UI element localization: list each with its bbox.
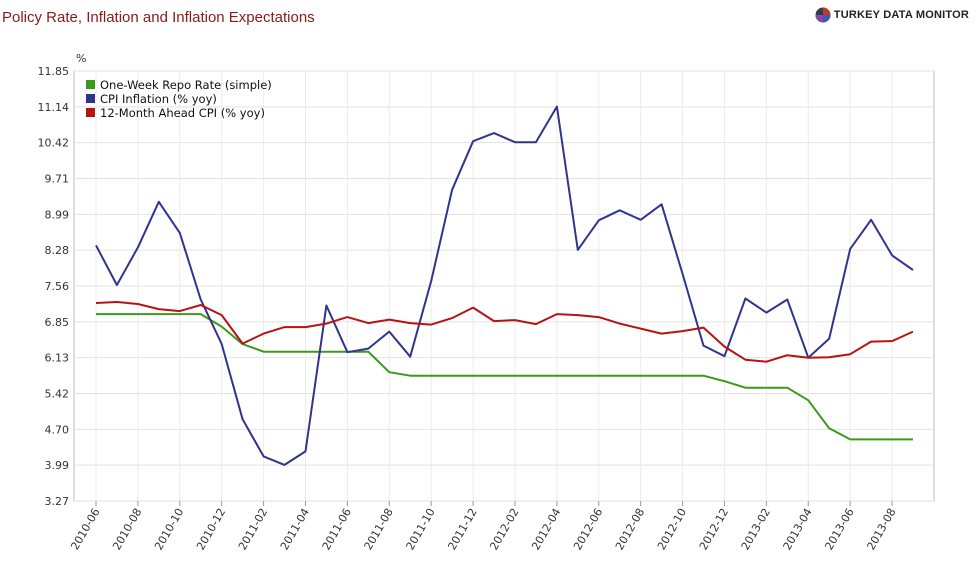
y-tick-label: 5.42 [45, 388, 70, 401]
x-tick-label: 2013-02 [739, 506, 773, 552]
x-tick-label: 2012-06 [571, 506, 605, 552]
y-tick-label: 3.27 [45, 495, 70, 508]
x-tick-label: 2011-02 [236, 506, 270, 552]
x-tick-label: 2013-08 [864, 506, 898, 552]
y-tick-label: 4.70 [45, 423, 70, 436]
series-line-3[interactable] [95, 301, 914, 363]
legend-swatch [86, 94, 95, 103]
y-tick-label: 11.85 [38, 65, 70, 78]
x-tick-label: 2012-10 [655, 506, 689, 552]
pie-logo-icon [815, 7, 831, 23]
legend-label: 12-Month Ahead CPI (% yoy) [100, 106, 265, 120]
chart-series [95, 105, 914, 466]
y-tick-label: 11.14 [38, 101, 70, 114]
legend-swatch [86, 80, 95, 89]
chart-grid [73, 70, 935, 502]
legend-label: CPI Inflation (% yoy) [100, 92, 217, 106]
y-tick-label: 8.99 [45, 208, 70, 221]
x-tick-label: 2012-12 [697, 506, 731, 552]
x-tick-label: 2012-08 [613, 506, 647, 552]
x-tick-label: 2011-08 [362, 506, 396, 552]
x-tick-label: 2012-02 [487, 506, 521, 552]
x-tick-label: 2011-04 [278, 506, 312, 552]
y-tick-label: 10.42 [38, 137, 70, 150]
brand-logo[interactable]: TURKEY DATA MONITOR [815, 6, 969, 24]
x-tick-label: 2010-06 [68, 506, 102, 552]
x-tick-label: 2011-12 [445, 506, 479, 552]
y-tick-label: 8.28 [45, 244, 70, 257]
y-axis-unit: % [76, 52, 86, 65]
x-tick-label: 2011-10 [404, 506, 438, 552]
x-tick-label: 2013-04 [781, 506, 815, 552]
x-tick-label: 2010-08 [110, 506, 144, 552]
series-line-1[interactable] [96, 313, 913, 441]
legend-swatch [86, 108, 95, 117]
x-tick-label: 2011-06 [320, 506, 354, 552]
chart-title: Policy Rate, Inflation and Inflation Exp… [2, 9, 315, 26]
chart-legend: One-Week Repo Rate (simple)CPI Inflation… [86, 78, 272, 120]
y-axis: 11.85 11.14 10.42 9.71 8.99 8.28 7.56 6.85 6.13 5… [38, 65, 70, 508]
x-axis: 2010-06 2010-08 2010-10 2010-12 2011-02 2011-… [68, 501, 899, 552]
x-tick-label: 2013-06 [823, 506, 857, 552]
y-tick-label: 6.85 [45, 316, 70, 329]
y-tick-label: 9.71 [45, 173, 70, 186]
x-tick-label: 2012-04 [529, 506, 563, 552]
x-tick-label: 2010-10 [152, 506, 186, 552]
y-tick-label: 7.56 [45, 280, 70, 293]
y-tick-label: 3.99 [45, 459, 70, 472]
series-line-2[interactable] [95, 105, 914, 466]
y-tick-label: 6.13 [45, 352, 70, 365]
x-tick-label: 2010-12 [194, 506, 228, 552]
legend-label: One-Week Repo Rate (simple) [100, 78, 272, 92]
brand-name: TURKEY DATA MONITOR [833, 9, 969, 21]
